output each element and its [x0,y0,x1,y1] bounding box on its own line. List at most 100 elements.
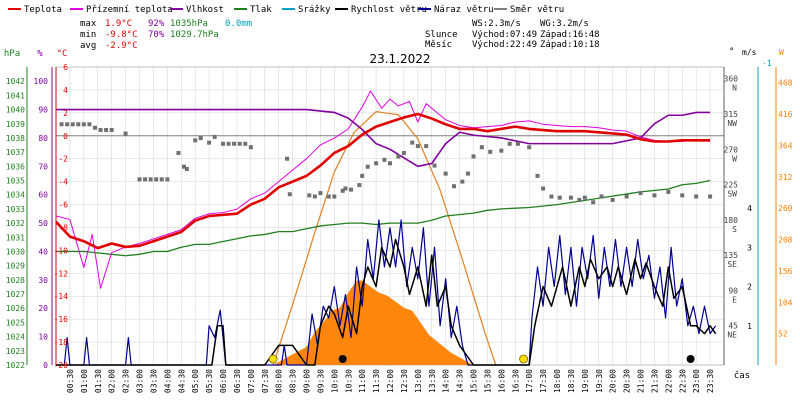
wind-direction-point [340,188,345,193]
wind-direction-point [527,145,532,150]
wind-direction-point [396,154,401,159]
wind-direction-point [452,184,457,189]
stats-max-temp: 1.9°C [105,19,132,29]
time-tick: 07:00 [247,369,256,393]
legend-label: Vlhkost [186,5,224,15]
pct-tick: 10 [38,333,48,342]
pct-tick: 80 [38,134,48,143]
hpa-tick: 1026 [6,304,25,313]
time-axis-label: čas [734,370,750,381]
ms-tick: 3 [747,243,752,252]
dir-tick: 90 [728,286,738,295]
time-tick: 10:30 [344,369,353,393]
stats-max-hum: 92% [148,19,165,29]
w-tick: 468 [778,79,793,88]
wind-direction-point [374,161,379,166]
wind-direction-point [165,177,170,182]
wind-direction-point [137,177,142,182]
legend-label: Srážky [298,5,331,15]
time-tick: 09:00 [303,369,312,393]
ms-tick: 4 [747,204,752,213]
pct-tick: 0 [43,361,48,370]
w-tick: 208 [778,236,793,245]
wind-direction-point [549,194,554,199]
time-tick: 04:30 [177,369,186,393]
wind-direction-point [193,138,198,143]
wind-direction-point [248,145,253,150]
wind-direction-point [443,171,448,176]
time-tick: 01:00 [80,369,89,393]
hpa-tick: 1038 [6,134,25,143]
wind-direction-point [708,194,713,199]
time-tick: 03:00 [136,369,145,393]
dir-axis-label: ° [729,47,734,57]
dir-tick-symbol: S [732,225,737,234]
moon-set: Západ:10:18 [540,40,600,50]
temp-tick: -8 [58,223,68,232]
temp-tick: -14 [54,292,69,301]
temperature-line [55,112,711,250]
hpa-tick: 1036 [6,162,25,171]
axes: hPa% °C1022102310241025102610271028102910… [4,47,793,393]
time-tick: 16:30 [511,369,520,393]
wind-direction-point [568,195,573,200]
wind-direction-point [516,141,521,146]
wind-direction-point [499,148,504,153]
temp-tick: -4 [58,178,68,187]
wind-direction-point [471,154,476,159]
pct-tick: 90 [38,106,48,115]
dir-tick: 270 [724,145,739,154]
wind-direction-point [212,134,217,139]
legend-label: Směr větru [510,5,564,15]
wind-direction-point [460,179,465,184]
pct-tick: 20 [38,304,48,313]
dir-tick-symbol: N [732,84,737,93]
wind-direction-point [343,186,348,191]
time-tick: 13:30 [428,369,437,393]
hpa-tick: 1023 [6,347,25,356]
wind-direction-point [349,187,354,192]
legend: Teplota Přízemní teplota Vlhkost Tlak Srážky… [8,5,564,15]
wind-direction-point [243,141,248,146]
wind-direction-point [143,177,148,182]
hpa-tick: 1037 [6,148,25,157]
stats-max-rain: 0.0mm [225,19,252,29]
dir-tick: 315 [724,110,739,119]
wind-direction-point [98,128,103,133]
hpa-tick: 1028 [6,276,25,285]
solar-area [272,111,497,366]
time-tick: 21:00 [637,369,646,393]
legend-label: Rychlost větru [351,5,427,15]
wind-wg: WG:3.2m/s [540,19,589,29]
hpa-tick: 1029 [6,262,25,271]
wind-direction-point [287,192,292,197]
time-tick: 12:00 [386,369,395,393]
wind-direction-point [535,173,540,178]
stats-min-hum: 70% [148,30,165,40]
w-tick: 364 [778,141,793,150]
pct-axis-label: % [37,49,43,59]
stats-max-label: max [80,19,97,29]
wind-direction-point [226,141,231,146]
wind-direction-point [318,191,323,196]
wind-direction-point [148,177,153,182]
wind-direction-point [159,177,164,182]
temp-tick: -12 [54,269,69,278]
wind-direction-point [65,122,70,127]
w-tick: 52 [778,330,788,339]
time-tick: 14:00 [442,369,451,393]
time-tick: 19:30 [595,369,604,393]
sun-set: Západ:16:48 [540,30,600,40]
temp-tick: 4 [63,86,68,95]
pct-tick: 70 [38,162,48,171]
dir-tick: 360 [724,75,739,84]
stats-avg-temp: -2.9°C [105,41,138,51]
time-tick: 22:30 [678,369,687,393]
moon-label: Měsíc [425,40,452,50]
hpa-tick: 1041 [6,91,25,100]
wind-direction-point [541,186,546,191]
wind-direction-point [176,150,181,155]
time-tick: 04:00 [163,369,172,393]
wind-direction-point [599,194,604,199]
